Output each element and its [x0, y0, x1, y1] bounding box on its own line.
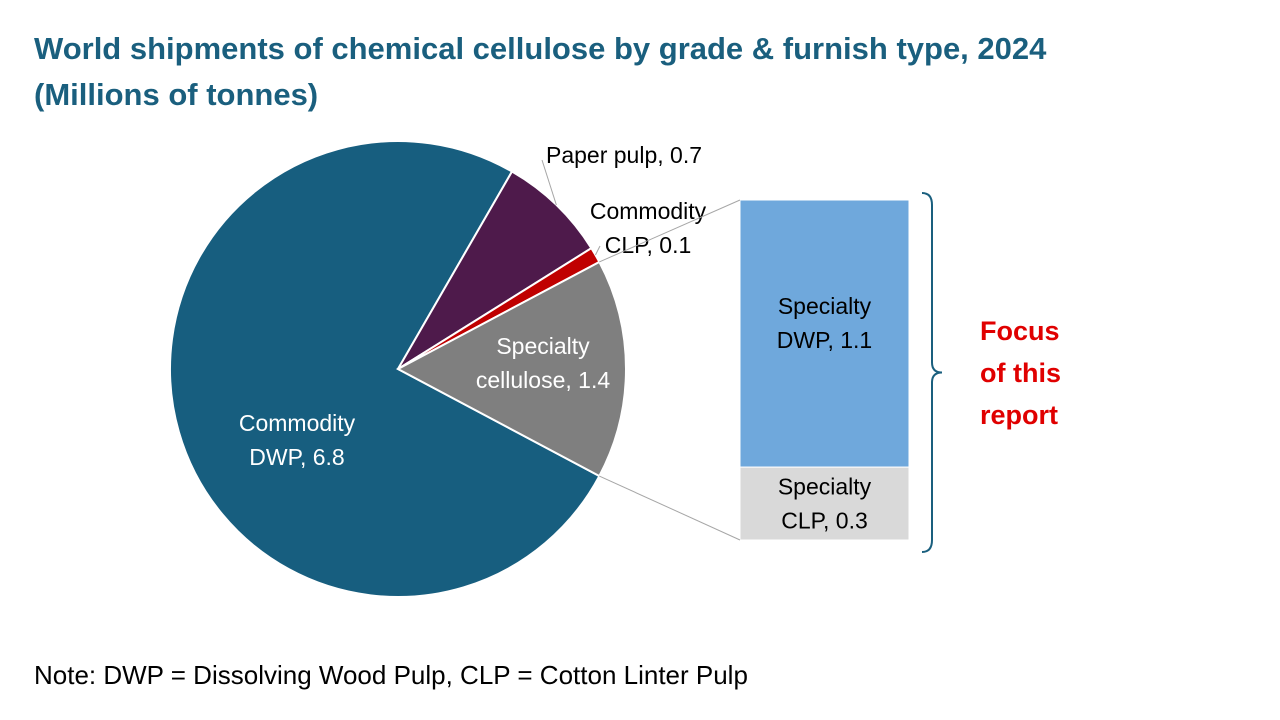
footnote: Note: DWP = Dissolving Wood Pulp, CLP = …: [34, 660, 748, 690]
pie-slice-label-2: Commodity CLP, 0.1: [590, 198, 707, 258]
pie-slice-3: [395, 260, 627, 478]
focus-callout-line-1: Focus: [980, 316, 1060, 346]
chart-title-line-2: (Millions of tonnes): [34, 77, 319, 112]
pie-slice-label-3: Specialty cellulose, 1.4: [476, 333, 610, 393]
pie-slice-1: [397, 170, 593, 370]
leader-line-commodity-clp: [595, 245, 601, 256]
bar-segment-0: [739, 199, 910, 468]
curly-brace: [921, 192, 943, 553]
connector-line-top: [599, 199, 741, 263]
focus-callout: Focus of this report: [980, 310, 1061, 436]
bar-segment-label-0: Specialty DWP, 1.1: [777, 293, 872, 353]
bar-segment-1: [739, 466, 910, 541]
chart-title-line-1: World shipments of chemical cellulose by…: [34, 31, 1047, 66]
focus-callout-line-2: of this: [980, 358, 1061, 388]
connector-line-bottom: [599, 475, 741, 541]
pie-slice-label-1: Paper pulp, 0.7: [546, 142, 702, 168]
leader-line-paper-pulp: [541, 159, 557, 206]
bar-segment-label-1: Specialty CLP, 0.3: [778, 474, 872, 534]
chart-title: World shipments of chemical cellulose by…: [34, 26, 1234, 118]
pie-slice-0: [169, 140, 601, 598]
focus-callout-line-3: report: [980, 400, 1059, 430]
pie-slice-label-0: Commodity DWP, 6.8: [239, 410, 356, 470]
